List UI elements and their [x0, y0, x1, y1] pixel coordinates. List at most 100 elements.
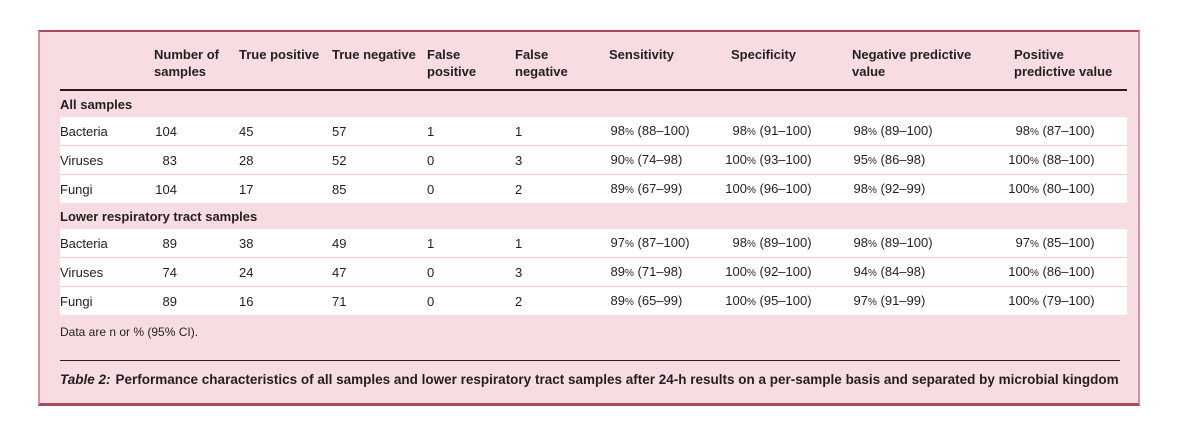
- cell-fn: 2: [515, 286, 602, 315]
- table-row: Fungi 89 16 71 0 2 89% (65–99) 100% (95–100) 97%…: [60, 286, 1127, 315]
- percent-sign: %: [747, 297, 756, 308]
- table-caption: Table 2: Performance characteristics of a…: [60, 360, 1120, 389]
- cell-fp: 0: [427, 145, 515, 175]
- col-header-sensitivity: Sensitivity: [602, 45, 724, 91]
- table-header: Number of samples True positive True negat…: [60, 45, 1127, 91]
- value-percent: 100: [1008, 152, 1030, 167]
- value-number-of-samples: 89: [162, 236, 177, 251]
- cell-fn: 3: [515, 257, 602, 287]
- percent-sign: %: [868, 297, 877, 308]
- section-header-row: All samples: [60, 90, 1127, 117]
- cell-ppv: 97% (85–100): [1007, 229, 1127, 258]
- value-confidence-interval: (89–100): [755, 235, 812, 250]
- cell-ppv: 100% (80–100): [1007, 174, 1127, 203]
- col-header-npv: Negative predictive value: [845, 45, 1007, 91]
- value-number-of-samples: 89: [162, 294, 177, 309]
- value-percent: 100: [1008, 293, 1030, 308]
- percent-sign: %: [868, 127, 877, 138]
- cell-sensitivity: 89% (67–99): [602, 174, 724, 203]
- section-title: Lower respiratory tract samples: [60, 209, 258, 224]
- cell-specificity: 100% (95–100): [724, 286, 845, 315]
- cell-npv: 97% (91–99): [845, 286, 1007, 315]
- cell-tp: 24: [239, 257, 332, 287]
- cell-fp: 0: [427, 257, 515, 287]
- value-confidence-interval: (89–100): [876, 235, 933, 250]
- col-header-tn: True negative: [332, 45, 427, 91]
- percent-sign: %: [625, 127, 634, 138]
- cell-tp: 17: [239, 174, 332, 203]
- cell-ppv: 100% (88–100): [1007, 145, 1127, 175]
- cell-tn: 49: [332, 229, 427, 258]
- value-percent: 89: [610, 181, 625, 196]
- value-percent: 98: [853, 123, 868, 138]
- value-percent: 98: [853, 235, 868, 250]
- cell-sensitivity: 90% (74–98): [602, 145, 724, 175]
- table-body: All samples Bacteria 104 45 57 1 1 98% (88–100)…: [60, 90, 1127, 315]
- cell-specificity: 100% (93–100): [724, 145, 845, 175]
- value-confidence-interval: (86–100): [1038, 264, 1095, 279]
- table-row: Viruses 83 28 52 0 3 90% (74–98) 100% (93–100) 9…: [60, 145, 1127, 175]
- value-confidence-interval: (86–98): [876, 152, 926, 167]
- cell-npv: 98% (89–100): [845, 229, 1007, 258]
- cell-tn: 52: [332, 145, 427, 175]
- value-confidence-interval: (67–99): [633, 181, 683, 196]
- value-confidence-interval: (74–98): [633, 152, 683, 167]
- col-header-ppv: Positive predictive value: [1007, 45, 1127, 91]
- cell-n: 74: [154, 257, 239, 287]
- value-confidence-interval: (91–99): [876, 293, 926, 308]
- percent-sign: %: [747, 239, 756, 250]
- cell-fn: 1: [515, 229, 602, 258]
- percent-sign: %: [747, 185, 756, 196]
- cell-npv: 94% (84–98): [845, 257, 1007, 287]
- table-row: Bacteria 104 45 57 1 1 98% (88–100) 98% (91–100…: [60, 117, 1127, 146]
- percent-sign: %: [1030, 268, 1039, 279]
- percent-sign: %: [1030, 239, 1039, 250]
- col-header-label: [60, 45, 154, 91]
- value-percent: 90: [610, 152, 625, 167]
- percent-sign: %: [625, 297, 634, 308]
- percent-sign: %: [868, 185, 877, 196]
- cell-fn: 1: [515, 117, 602, 146]
- value-percent: 97: [1015, 235, 1030, 250]
- cell-ppv: 100% (79–100): [1007, 286, 1127, 315]
- value-confidence-interval: (92–100): [755, 264, 812, 279]
- cell-npv: 95% (86–98): [845, 145, 1007, 175]
- value-percent: 100: [725, 181, 747, 196]
- value-number-of-samples: 104: [155, 124, 177, 139]
- col-header-tp: True positive: [239, 45, 332, 91]
- cell-tp: 45: [239, 117, 332, 146]
- cell-fp: 1: [427, 229, 515, 258]
- performance-table: Number of samples True positive True negat…: [60, 45, 1127, 315]
- cell-n: 104: [154, 174, 239, 203]
- table-card: Number of samples True positive True negat…: [38, 30, 1140, 406]
- value-confidence-interval: (87–100): [633, 235, 690, 250]
- percent-sign: %: [1030, 156, 1039, 167]
- value-number-of-samples: 74: [162, 265, 177, 280]
- percent-sign: %: [747, 156, 756, 167]
- cell-specificity: 98% (89–100): [724, 229, 845, 258]
- cell-row-label: Fungi: [60, 174, 154, 203]
- value-percent: 100: [725, 293, 747, 308]
- cell-n: 89: [154, 229, 239, 258]
- percent-sign: %: [1030, 185, 1039, 196]
- percent-sign: %: [625, 239, 634, 250]
- percent-sign: %: [868, 156, 877, 167]
- cell-ppv: 98% (87–100): [1007, 117, 1127, 146]
- cell-sensitivity: 98% (88–100): [602, 117, 724, 146]
- cell-row-label: Viruses: [60, 145, 154, 175]
- cell-tn: 57: [332, 117, 427, 146]
- col-header-fp: False positive: [427, 45, 515, 91]
- cell-row-label: Viruses: [60, 257, 154, 287]
- cell-ppv: 100% (86–100): [1007, 257, 1127, 287]
- value-percent: 97: [610, 235, 625, 250]
- value-confidence-interval: (84–98): [876, 264, 926, 279]
- table-row: Viruses 74 24 47 0 3 89% (71–98) 100% (92–100) 9…: [60, 257, 1127, 287]
- cell-specificity: 100% (92–100): [724, 257, 845, 287]
- value-percent: 97: [853, 293, 868, 308]
- value-confidence-interval: (95–100): [755, 293, 812, 308]
- cell-tn: 85: [332, 174, 427, 203]
- col-header-n: Number of samples: [154, 45, 239, 91]
- cell-tp: 28: [239, 145, 332, 175]
- value-percent: 98: [853, 181, 868, 196]
